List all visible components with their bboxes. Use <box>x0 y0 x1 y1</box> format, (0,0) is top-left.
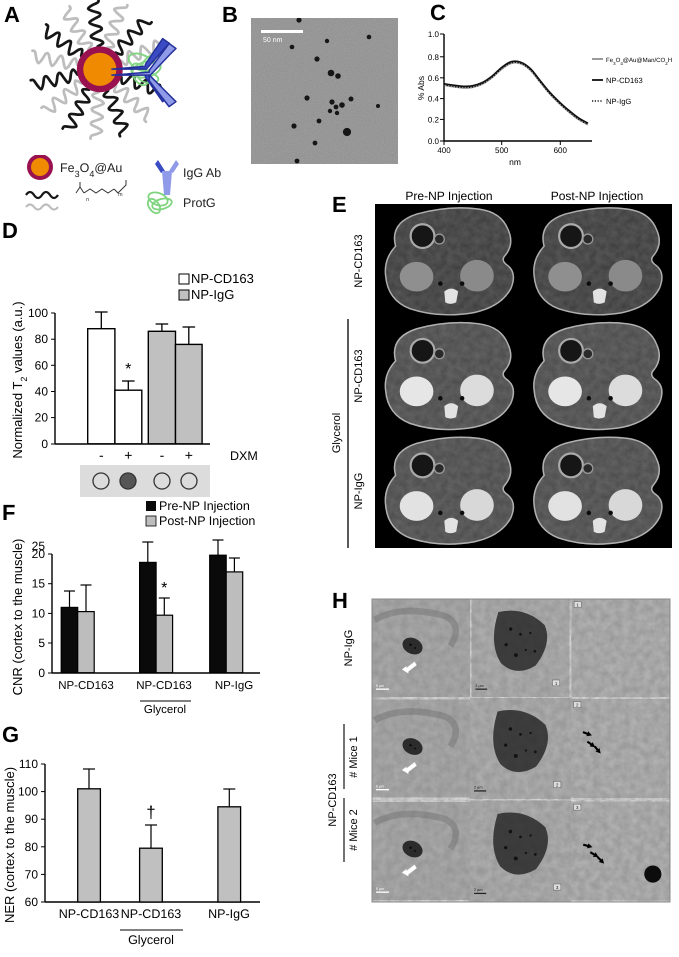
svg-text:70: 70 <box>25 867 39 881</box>
svg-text:0.2: 0.2 <box>428 115 440 124</box>
svg-text:10: 10 <box>32 606 46 620</box>
svg-text:500: 500 <box>495 146 509 155</box>
svg-text:0.6: 0.6 <box>428 74 440 83</box>
svg-text:Post-NP Injection: Post-NP Injection <box>551 189 644 203</box>
svg-text:NP-CD163: NP-CD163 <box>606 76 643 85</box>
svg-text:0.4: 0.4 <box>428 95 440 104</box>
svg-text:*: * <box>125 361 131 378</box>
svg-text:15: 15 <box>32 577 46 591</box>
svg-text:110: 110 <box>19 757 38 771</box>
svg-text:Glycerol: Glycerol <box>144 704 186 716</box>
svg-text:# Mice 1: # Mice 1 <box>348 736 360 778</box>
svg-text:†: † <box>146 803 155 822</box>
svg-text:-: - <box>99 447 104 463</box>
svg-text:2 µm: 2 µm <box>474 786 483 790</box>
svg-text:20: 20 <box>35 411 49 425</box>
svg-text:DXM: DXM <box>230 449 258 463</box>
svg-text:0: 0 <box>41 437 48 451</box>
svg-text:5 µm: 5 µm <box>376 684 384 688</box>
svg-text:nm: nm <box>509 157 521 167</box>
svg-text:NP-CD163: NP-CD163 <box>121 907 181 921</box>
svg-text:NP-CD163: NP-CD163 <box>191 271 254 286</box>
svg-text:100: 100 <box>28 306 48 320</box>
svg-text:0: 0 <box>38 666 45 680</box>
svg-text:NP-IgG: NP-IgG <box>191 287 234 302</box>
svg-text:50 nm: 50 nm <box>263 37 283 44</box>
svg-text:1.0: 1.0 <box>428 30 440 39</box>
svg-text:Pre-NP Injection: Pre-NP Injection <box>159 499 250 513</box>
svg-text:600: 600 <box>554 146 568 155</box>
svg-text:5 µm: 5 µm <box>376 785 384 789</box>
svg-text:25: 25 <box>32 539 46 553</box>
svg-text:2 µm: 2 µm <box>475 684 483 688</box>
svg-text:NP-CD163: NP-CD163 <box>58 680 114 692</box>
svg-text:1: 1 <box>577 603 580 608</box>
svg-text:90: 90 <box>25 812 39 826</box>
svg-text:80: 80 <box>35 332 49 346</box>
svg-text:40: 40 <box>35 385 49 399</box>
svg-text:2: 2 <box>576 703 579 708</box>
svg-text:60: 60 <box>25 895 39 909</box>
svg-text:Normalized T2 values (a.u.): Normalized T2 values (a.u.) <box>10 301 29 458</box>
svg-text:Fe3O4@Au@Man/CO2H: Fe3O4@Au@Man/CO2H <box>606 57 672 66</box>
svg-text:400: 400 <box>437 146 451 155</box>
svg-text:2 µm: 2 µm <box>474 888 483 892</box>
svg-text:0.0: 0.0 <box>428 137 440 146</box>
svg-text:CNR (cortex to the muscle): CNR (cortex to the muscle) <box>10 539 25 696</box>
svg-text:*: * <box>161 580 167 597</box>
svg-text:NP-IgG: NP-IgG <box>208 907 250 921</box>
svg-text:+: + <box>124 447 132 463</box>
svg-text:100: 100 <box>18 785 38 799</box>
svg-text:Post-NP Injection: Post-NP Injection <box>159 514 255 528</box>
svg-text:NP-CD163: NP-CD163 <box>59 907 119 921</box>
svg-text:5 µm: 5 µm <box>376 887 384 891</box>
svg-text:NP-IgG: NP-IgG <box>215 680 253 692</box>
svg-text:2: 2 <box>556 783 559 788</box>
svg-text:Pre-NP Injection: Pre-NP Injection <box>405 189 492 203</box>
svg-text:-: - <box>160 447 165 463</box>
svg-text:# Mice 2: # Mice 2 <box>348 809 360 851</box>
svg-text:+: + <box>185 447 193 463</box>
svg-text:5: 5 <box>38 636 45 650</box>
svg-text:NP-IgG: NP-IgG <box>353 473 365 510</box>
svg-text:3: 3 <box>556 886 559 891</box>
svg-text:NP-CD163: NP-CD163 <box>353 349 365 402</box>
svg-text:80: 80 <box>25 840 39 854</box>
svg-text:NP-IgG: NP-IgG <box>343 630 355 667</box>
svg-text:60: 60 <box>35 358 49 372</box>
svg-text:0.8: 0.8 <box>428 53 440 62</box>
svg-text:NER (cortex to the muscle): NER (cortex to the muscle) <box>2 767 17 923</box>
svg-text:1: 1 <box>555 682 558 687</box>
svg-text:Glycerol: Glycerol <box>128 933 174 947</box>
svg-text:NP-IgG: NP-IgG <box>606 97 631 106</box>
svg-text:Glycerol: Glycerol <box>331 413 343 453</box>
svg-text:NP-CD163: NP-CD163 <box>353 234 365 287</box>
svg-text:3: 3 <box>576 806 579 811</box>
svg-text:NP-CD163: NP-CD163 <box>136 680 192 692</box>
svg-text:% Abs: % Abs <box>416 76 426 100</box>
